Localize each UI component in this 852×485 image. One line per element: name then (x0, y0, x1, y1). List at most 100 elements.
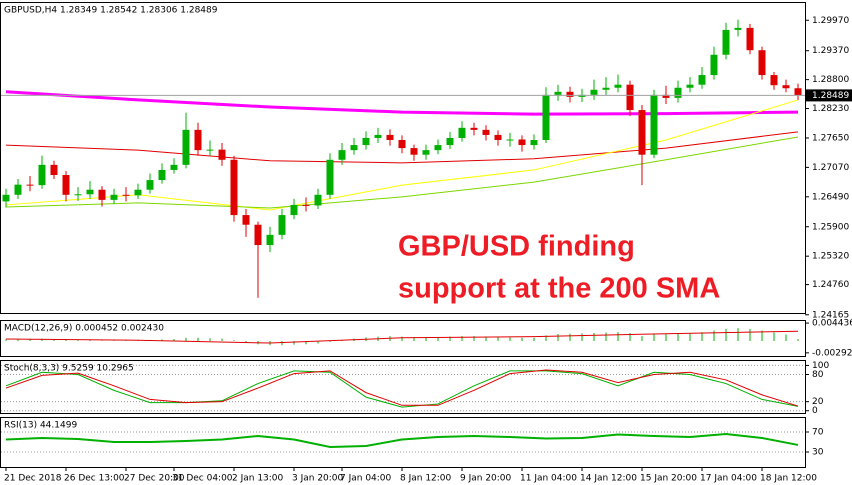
candle-body (2, 194, 10, 202)
candle-body (530, 139, 538, 146)
last-price-box (806, 89, 852, 102)
pane-title: RSI(13) 44.1499 (4, 421, 77, 431)
x-tick-label: 11 Jan 04:00 (520, 474, 577, 484)
candle-body (506, 139, 514, 141)
y-tick-label: 1.24760 (812, 280, 849, 290)
x-tick-label: 7 Jan 04:00 (340, 474, 392, 484)
y-tick-label: 0.004436 (812, 319, 852, 329)
candle-body (602, 87, 610, 90)
candle-body (446, 137, 454, 146)
candle-body (50, 164, 58, 176)
moving-average (5, 136, 799, 209)
candle-body (470, 127, 478, 130)
y-tick-label: 1.26490 (812, 192, 849, 202)
candle-body (590, 89, 598, 95)
y-tick-label: 1.29370 (812, 46, 849, 56)
x-tick-label: 3 Jan 20:00 (292, 474, 344, 484)
candle-body (362, 137, 370, 146)
candle-body (710, 54, 718, 76)
pane-frame (0, 320, 806, 357)
y-tick-label: -0.002922 (812, 348, 852, 358)
candle-body (434, 145, 442, 151)
x-tick-label: 8 Jan 12:00 (400, 474, 452, 484)
candle-body (146, 180, 154, 190)
pane-title: Stoch(8,3,3) 9.5259 10.2965 (4, 364, 134, 374)
x-tick-label: 17 Jan 04:00 (700, 474, 757, 484)
x-tick-label: 2 Jan 13:00 (232, 474, 284, 484)
candle-body (494, 134, 502, 140)
candle-body (314, 194, 322, 206)
candle-body (794, 88, 802, 96)
candle-body (662, 94, 670, 98)
signal-line (5, 330, 799, 344)
pane-title: GBPUSD,H4 1.28349 1.28542 1.28306 1.2848… (4, 6, 218, 16)
candle-body (278, 215, 286, 235)
candle-body (326, 159, 334, 195)
candle-body (674, 87, 682, 98)
y-tick-label: 30 (812, 448, 824, 458)
y-tick-label: 1.24165 (812, 310, 849, 320)
pane-frame (0, 417, 806, 468)
candle-body (410, 148, 418, 155)
oscillator-line (5, 370, 799, 408)
candle-body (638, 110, 646, 155)
candle-body (290, 204, 298, 216)
x-tick-label: 27 Dec 20:00 (124, 474, 185, 484)
pane-frame (0, 360, 806, 414)
moving-average (5, 90, 799, 116)
candle-body (650, 94, 658, 155)
candle-body (206, 149, 214, 151)
candle-body (734, 27, 742, 30)
candle-body (458, 127, 466, 138)
candle-body (242, 215, 250, 225)
y-tick-label: 0 (812, 406, 818, 416)
candle-body (542, 94, 550, 140)
moving-average (5, 131, 799, 164)
oscillator-line (5, 432, 799, 449)
y-tick-label: 1.27070 (812, 163, 849, 173)
y-tick-label: 1.29970 (812, 16, 849, 26)
candle-body (518, 139, 526, 146)
candle-body (686, 84, 694, 88)
candle-body (218, 149, 226, 160)
candle-body (254, 224, 262, 246)
candle-body (302, 204, 310, 206)
y-tick-label: 1.28230 (812, 104, 849, 114)
candle-body (86, 189, 94, 195)
y-tick-label: 100 (812, 361, 829, 371)
candle-body (554, 91, 562, 95)
candle-body (62, 175, 70, 195)
candle-body (782, 85, 790, 89)
candle-body (182, 129, 190, 165)
candle-body (38, 164, 46, 186)
candle-body (170, 164, 178, 170)
x-tick-label: 21 Dec 2018 (4, 474, 62, 484)
candle-body (626, 84, 634, 111)
candle-body (26, 184, 34, 186)
candle-body (566, 91, 574, 97)
candle-body (386, 134, 394, 140)
pane-frame (0, 2, 806, 314)
x-tick-label: 18 Jan 12:00 (760, 474, 817, 484)
candle-body (614, 84, 622, 88)
candle-body (746, 27, 754, 51)
annotation: support at the 200 SMA (398, 273, 720, 305)
candle-body (74, 194, 82, 196)
y-tick-label: 1.25320 (812, 252, 849, 262)
y-tick-label: 20 (812, 397, 824, 407)
x-tick-label: 31 Dec 04:00 (172, 474, 233, 484)
candle-body (230, 159, 238, 216)
candle-body (350, 145, 358, 151)
x-tick-label: 9 Jan 20:00 (460, 474, 512, 484)
candle-body (482, 129, 490, 135)
candle-body (158, 169, 166, 181)
candle-body (14, 184, 22, 195)
y-tick-label: 70 (812, 428, 824, 438)
candle-body (758, 50, 766, 76)
candle-body (422, 150, 430, 155)
candle-body (698, 75, 706, 85)
oscillator-line (5, 369, 799, 407)
candle-body (722, 29, 730, 55)
